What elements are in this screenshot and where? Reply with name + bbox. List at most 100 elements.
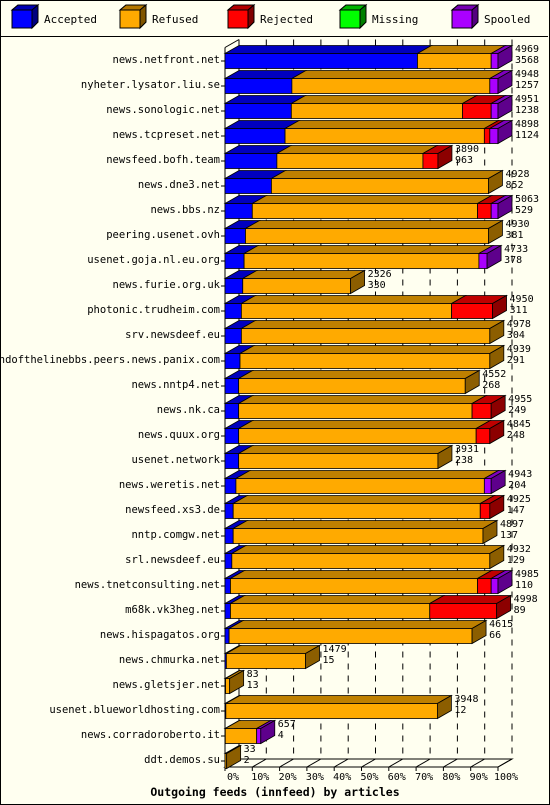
- row-accepted-label: 1238: [515, 105, 539, 116]
- bar-end-face: [489, 319, 505, 345]
- chart-title: Outgoing feeds (innfeed) by articles: [150, 785, 399, 799]
- bar-segment-refused: [291, 78, 491, 94]
- row-total-label: 4939: [507, 344, 531, 355]
- row-accepted-label: 147: [507, 505, 525, 516]
- bar-top-face: [224, 695, 453, 704]
- bar-segment-refused: [225, 678, 231, 694]
- row-label: newsfeed.bofh.team: [106, 154, 220, 166]
- row-accepted-label: 13: [247, 680, 259, 691]
- bar-end-face: [489, 344, 505, 370]
- floor-tick: [333, 758, 349, 768]
- row-total-label: 4898: [515, 119, 539, 130]
- bar-top-face: [223, 45, 433, 54]
- bar-top-face: [241, 270, 367, 279]
- row-total-label: 2326: [368, 269, 392, 280]
- bar-top-face: [231, 520, 499, 529]
- bar-segment-refused: [251, 203, 478, 219]
- bar-segment-spooled: [490, 103, 499, 119]
- floor-tick: [252, 758, 267, 768]
- x-tick-label: 80%: [442, 772, 460, 783]
- bar-end-face: [496, 594, 512, 620]
- bar-top-face: [228, 570, 494, 579]
- row-label: usenet.blueworldhosting.com: [49, 704, 220, 716]
- bar-segment-refused: [240, 328, 491, 344]
- row-accepted-label: 66: [489, 630, 501, 641]
- row-total-label: 4950: [510, 294, 534, 305]
- floor-tick: [415, 758, 431, 768]
- row-accepted-label: 291: [507, 355, 525, 366]
- bar-top-face: [242, 245, 495, 254]
- bar-top-face: [230, 545, 506, 554]
- bar-segment-accepted: [224, 203, 253, 219]
- row-total-label: 4948: [515, 69, 539, 80]
- bar-segment-rejected: [483, 128, 491, 144]
- row-accepted-label: 529: [515, 205, 533, 216]
- row-accepted-label: 12: [454, 705, 466, 716]
- row-accepted-label: 249: [508, 405, 526, 416]
- legend-label-missing: Missing: [372, 13, 418, 26]
- bar-end-face: [305, 644, 320, 670]
- bar-top-face: [250, 195, 494, 204]
- bar-end-face: [497, 94, 513, 120]
- bar-segment-accepted: [224, 353, 241, 369]
- bar-segment-refused: [232, 528, 484, 544]
- row-total-label: 4985: [515, 569, 539, 580]
- row-label: srl.newsdeef.eu: [125, 554, 220, 566]
- bar-segment-refused: [245, 228, 489, 244]
- bar-segment-refused: [228, 628, 473, 644]
- bar-end-face: [488, 219, 503, 245]
- x-tick-label: 50%: [360, 772, 378, 783]
- row-total-label: 4932: [507, 544, 531, 555]
- bar-segment-accepted: [224, 453, 240, 469]
- legend-label-refused: Refused: [152, 13, 198, 26]
- bar-segment-refused: [238, 378, 466, 394]
- row-total-label: 4925: [507, 494, 531, 505]
- legend-swatch-side: [31, 3, 39, 30]
- bar-top-face: [231, 495, 496, 504]
- x-tick-label: 90%: [470, 772, 488, 783]
- bar-segment-accepted: [224, 378, 240, 394]
- x-tick-label: 0%: [227, 772, 239, 783]
- bar-top-face: [224, 645, 322, 654]
- bar-end-face: [490, 394, 506, 420]
- legend-swatch-side: [471, 3, 479, 30]
- row-accepted-label: 381: [505, 230, 523, 241]
- row-label: news.chmurka.net: [119, 654, 220, 666]
- bar-segment-rejected: [429, 603, 498, 619]
- row-total-label: 4552: [482, 369, 506, 380]
- bar-segment-refused: [417, 53, 492, 69]
- row-label: newsfeed.xs3.de: [125, 504, 220, 516]
- bar-end-face: [226, 744, 242, 770]
- row-label: news.corradoroberto.it: [81, 729, 220, 741]
- row-total-label: 4615: [489, 619, 513, 630]
- bar-segment-accepted: [224, 528, 234, 544]
- row-label: news.tcpreset.net: [113, 129, 220, 141]
- row-accepted-label: 304: [507, 330, 525, 341]
- bar-top-face: [415, 45, 507, 54]
- row-accepted-label: 3568: [515, 55, 539, 66]
- x-tick-label: 20%: [279, 772, 297, 783]
- floor-tick: [470, 758, 485, 768]
- bar-end-face: [436, 694, 452, 720]
- row-accepted-label: 110: [515, 580, 533, 591]
- bar-segment-rejected: [477, 578, 492, 594]
- floor-tick: [306, 758, 322, 768]
- bar-segment-refused: [225, 653, 306, 669]
- row-total-label: 4845: [507, 419, 531, 430]
- bar-top-face: [237, 395, 488, 404]
- bar-segment-accepted: [224, 128, 286, 144]
- bar-top-face: [283, 120, 500, 129]
- x-tick-label: 40%: [333, 772, 351, 783]
- bar-segment-refused: [238, 453, 439, 469]
- bar-end-face: [489, 419, 505, 445]
- bar-top-face: [243, 220, 504, 229]
- bar-segment-refused: [239, 353, 491, 369]
- bar-segment-refused: [243, 253, 480, 269]
- bar-end-face: [492, 294, 507, 320]
- row-accepted-label: 204: [508, 480, 526, 491]
- bar-top-face: [290, 70, 506, 79]
- floor-tick: [497, 758, 513, 768]
- row-total-label: 3948: [454, 694, 478, 705]
- bar-segment-refused: [225, 703, 438, 719]
- row-accepted-label: 311: [510, 305, 528, 316]
